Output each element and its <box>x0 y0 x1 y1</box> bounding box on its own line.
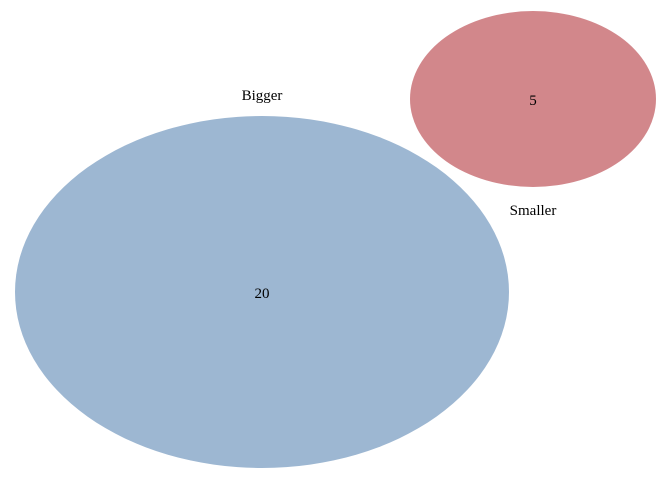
set-bigger-count: 20 <box>255 286 270 302</box>
set-bigger-label: Bigger <box>242 88 283 104</box>
set-smaller-count: 5 <box>529 93 537 109</box>
set-smaller-ellipse <box>410 11 656 187</box>
set-smaller-label: Smaller <box>510 203 557 219</box>
set-bigger-ellipse <box>15 116 509 468</box>
